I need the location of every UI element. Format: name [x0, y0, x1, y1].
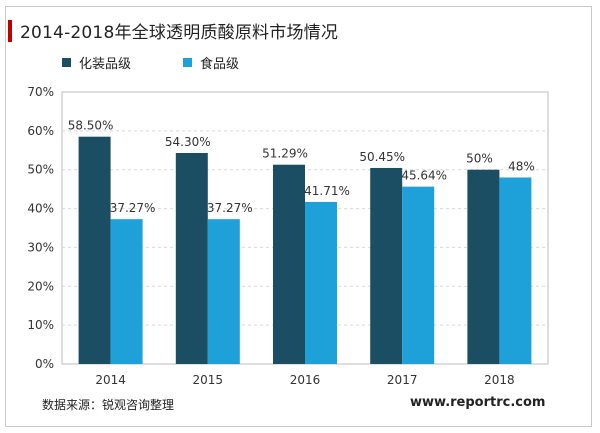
chart-title: 2014-2018年全球透明质酸原料市场情况 — [20, 23, 339, 43]
y-tick-label: 0% — [35, 357, 54, 371]
data-label: 41.71% — [304, 184, 350, 198]
x-tick-label: 2017 — [387, 373, 418, 387]
x-tick-label: 2016 — [290, 373, 321, 387]
x-tick-label: 2018 — [484, 373, 515, 387]
bar-food-2016 — [305, 201, 337, 364]
y-tick-label: 40% — [27, 202, 54, 216]
data-label: 54.30% — [165, 135, 211, 149]
y-tick-label: 20% — [27, 279, 54, 293]
bar-cosmetic-2017 — [370, 167, 403, 364]
bar-food-2014 — [110, 219, 143, 364]
legend-label-series2: 食品级 — [200, 57, 240, 72]
y-tick-label: 70% — [27, 85, 54, 99]
bar-cosmetic-2016 — [273, 164, 305, 364]
y-tick-label: 10% — [27, 318, 54, 332]
data-label: 58.50% — [68, 119, 114, 133]
data-label: 50.45% — [359, 150, 405, 164]
website-link[interactable]: www.reportrc.com — [410, 395, 546, 410]
legend-item-series2: 食品级 — [183, 53, 239, 72]
data-label: 48% — [508, 159, 535, 173]
data-label: 37.27% — [110, 201, 156, 215]
bar-food-2015 — [207, 219, 240, 364]
y-tick-label: 30% — [27, 240, 54, 254]
label-layer: 58.50% 37.27% 54.30% 37.27% 51.29% 41.71% 50.4… — [68, 119, 535, 215]
bar-cosmetic-2015 — [175, 153, 208, 364]
bar-cosmetic-2014 — [78, 136, 111, 364]
bar-food-2017 — [402, 186, 435, 364]
bar-cosmetic-2018 — [467, 169, 500, 364]
data-label: 51.29% — [262, 147, 308, 161]
x-tick-label: 2015 — [193, 373, 224, 387]
legend-swatch-series1 — [62, 58, 71, 67]
y-tick-label: 50% — [27, 163, 54, 177]
source-note: 数据来源：锐观咨询整理 — [42, 398, 175, 412]
data-label: 37.27% — [207, 201, 253, 215]
bar-food-2018 — [499, 177, 532, 364]
legend-swatch-series2 — [183, 58, 193, 67]
legend: 化装品级 食品级 — [62, 53, 239, 72]
title-accent-bar — [8, 20, 12, 42]
data-label: 50% — [466, 152, 493, 166]
bar-layer — [78, 136, 532, 364]
legend-item-series1: 化装品级 — [62, 53, 131, 72]
y-tick-label: 60% — [27, 124, 54, 138]
x-tick-label: 2014 — [95, 373, 126, 387]
axis-layer: 0% 10% 20% 30% 40% 50% 60% 70% 2014 2015 2016 2017 2… — [27, 85, 514, 387]
data-label: 45.64% — [401, 169, 447, 183]
legend-label-series1: 化装品级 — [79, 57, 132, 72]
